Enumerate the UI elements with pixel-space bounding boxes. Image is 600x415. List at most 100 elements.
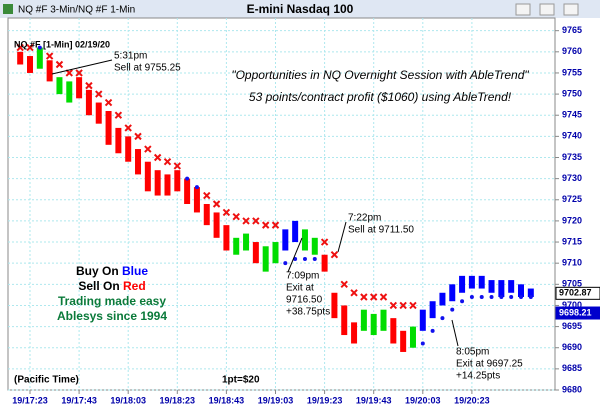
tagline-2: Ablesys since 1994	[57, 309, 167, 323]
headline-2: 53 points/contract profit ($1060) using …	[249, 90, 512, 104]
y-tick-label: 9715	[562, 236, 582, 246]
stop-x	[16, 43, 24, 52]
stop-x	[369, 293, 378, 301]
price-bar	[95, 102, 102, 124]
price-badge	[555, 286, 600, 300]
price-bar	[223, 225, 230, 251]
price-bar	[105, 111, 112, 145]
price-bar	[518, 284, 524, 297]
price-bar	[233, 237, 240, 255]
stop-dot	[460, 299, 465, 304]
price-bar	[429, 301, 436, 319]
price-bar	[125, 136, 132, 162]
stop-x	[55, 60, 64, 69]
x-tick-label: 19/19:03	[258, 395, 294, 405]
price-badge-label: 9702.87	[559, 288, 592, 298]
price-bar	[262, 246, 269, 272]
x-tick-label: 19/20:23	[454, 395, 490, 405]
stop-x	[360, 293, 368, 301]
price-bar	[243, 233, 250, 251]
price-bar	[272, 242, 279, 264]
close-button[interactable]	[563, 3, 579, 16]
price-bar	[282, 229, 289, 251]
stop-x	[85, 81, 93, 90]
y-tick-label: 9730	[562, 173, 582, 183]
price-bar	[115, 127, 122, 154]
x-tick-label: 19/19:23	[307, 395, 343, 405]
price-bar	[36, 47, 43, 69]
stop-dot	[519, 295, 523, 299]
stop-x	[95, 90, 103, 98]
stop-x	[163, 158, 172, 166]
stop-x	[330, 251, 339, 259]
price-bar	[193, 187, 200, 213]
price-bar	[449, 284, 456, 302]
y-tick-label: 9705	[562, 279, 582, 289]
y-tick-label: 9765	[562, 25, 582, 35]
stop-x	[350, 289, 358, 297]
annotation: 9716.50	[286, 295, 323, 306]
stop-dot	[509, 295, 514, 299]
stop-dot	[283, 261, 288, 266]
annotation: Sell at 9711.50	[348, 225, 414, 236]
stop-x	[65, 69, 73, 77]
stop-dot	[194, 185, 199, 190]
y-tick-label: 9690	[562, 342, 582, 352]
stop-x	[153, 153, 162, 162]
stop-dot	[185, 176, 190, 181]
price-bar	[331, 292, 338, 319]
price-bar	[459, 275, 466, 293]
price-bar	[184, 178, 191, 204]
arrow	[287, 237, 303, 273]
stop-x	[144, 145, 152, 153]
price-bar	[321, 254, 328, 272]
annotation: 7:22pm	[348, 213, 381, 224]
price-bar	[527, 288, 534, 297]
point-value-note: 1pt=$20	[222, 375, 260, 386]
maximize-button[interactable]	[539, 3, 555, 16]
price-bar	[409, 326, 416, 348]
price-bar	[301, 229, 308, 251]
tagline-1: Trading made easy	[58, 294, 166, 308]
price-bar	[508, 280, 515, 293]
stop-x	[104, 98, 113, 107]
stop-x	[222, 208, 231, 217]
price-bar	[468, 275, 475, 289]
stop-x	[379, 293, 388, 301]
stop-x	[45, 52, 54, 60]
stop-dot	[430, 328, 435, 333]
price-bar	[311, 237, 318, 255]
price-bar	[85, 89, 92, 116]
symbol-label: NQ #F [1-Min] 02/19/20	[14, 39, 110, 49]
stop-dot	[302, 256, 307, 261]
stop-x	[399, 301, 407, 310]
arrow	[337, 221, 347, 253]
price-bar	[252, 242, 259, 264]
x-tick-label: 19/18:23	[160, 395, 196, 405]
price-bar	[203, 204, 210, 226]
stop-x	[26, 43, 34, 52]
stop-dot	[479, 295, 484, 299]
stop-dot	[37, 45, 42, 50]
stop-x	[320, 238, 329, 246]
price-bar	[390, 318, 397, 344]
price-bar	[439, 292, 446, 306]
x-tick-label: 19/17:43	[61, 395, 97, 405]
marks	[16, 43, 534, 352]
annotation: Exit at 9697.25	[456, 359, 523, 370]
stop-dot	[469, 295, 474, 299]
price-bar	[56, 77, 63, 95]
x-tick-label: 19/18:03	[110, 395, 146, 405]
price-bar	[292, 220, 299, 243]
price-badge	[555, 306, 600, 320]
price-bar	[213, 212, 220, 238]
price-bar	[419, 309, 426, 331]
x-tick-label: 19/18:43	[209, 395, 245, 405]
minimize-button[interactable]	[515, 3, 531, 16]
stop-dot	[440, 316, 445, 321]
annotation: Exit at	[286, 283, 314, 294]
annotation: +14.25pts	[456, 371, 500, 382]
annotation: 5:31pm	[114, 51, 147, 62]
